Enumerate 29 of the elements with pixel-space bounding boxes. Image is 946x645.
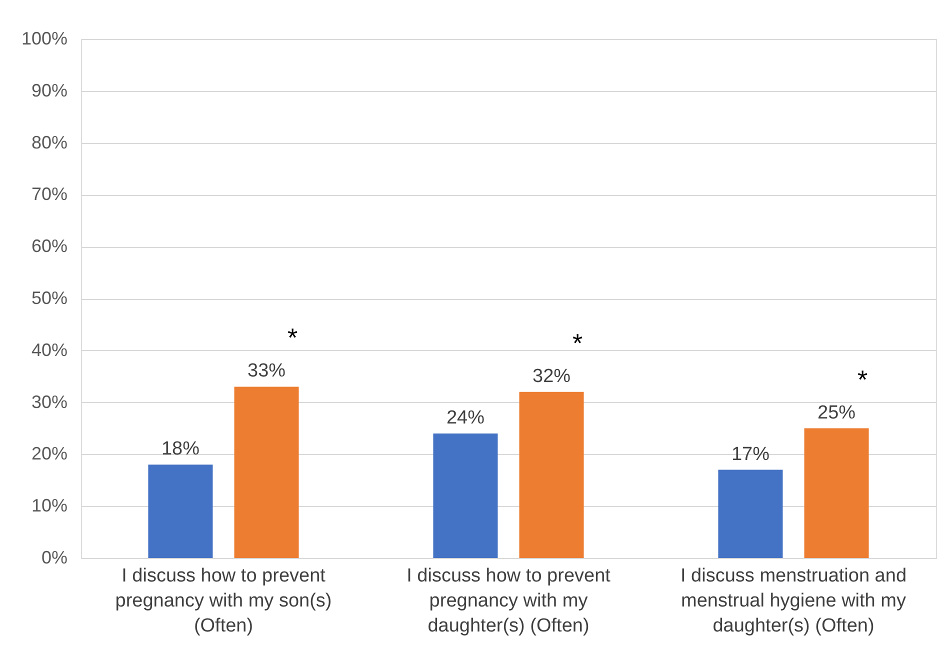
y-tick-label: 0%: [41, 548, 68, 568]
bar: [519, 392, 584, 558]
y-tick-label: 10%: [31, 496, 68, 516]
y-tick-label: 100%: [21, 28, 68, 48]
y-tick-label: 70%: [31, 184, 68, 204]
x-tick-label: I discuss menstruation and menstrual hygiene with my daughter(s) (Often): [680, 566, 907, 636]
y-tick-label: 50%: [31, 288, 68, 308]
text: 33%: [248, 360, 286, 382]
y-tick-label: 30%: [31, 392, 68, 412]
x-tick-label: I discuss how to prevent pregnancy with my son(s) (Often): [115, 566, 332, 636]
y-tick-label: 60%: [31, 236, 68, 256]
y-tick-label: 90%: [31, 80, 68, 100]
y-tick-label: 80%: [31, 132, 68, 152]
bar: [234, 386, 299, 558]
bar: [148, 464, 213, 558]
bar: [718, 470, 783, 558]
annotation: *: [572, 328, 583, 358]
bar: [804, 428, 869, 558]
bar: [433, 433, 498, 558]
y-tick-label: 40%: [31, 340, 68, 360]
annotation: *: [287, 322, 298, 353]
y-tick-label: 20%: [31, 444, 68, 464]
text: 17%: [731, 444, 770, 465]
x-tick-label: I discuss how to prevent pregnancy with my daughter(s) (Often): [406, 566, 612, 636]
text: 25%: [818, 402, 856, 424]
text: 18%: [161, 438, 200, 460]
annotation: *: [857, 364, 868, 394]
text: 24%: [446, 407, 484, 428]
text: 32%: [532, 366, 571, 387]
